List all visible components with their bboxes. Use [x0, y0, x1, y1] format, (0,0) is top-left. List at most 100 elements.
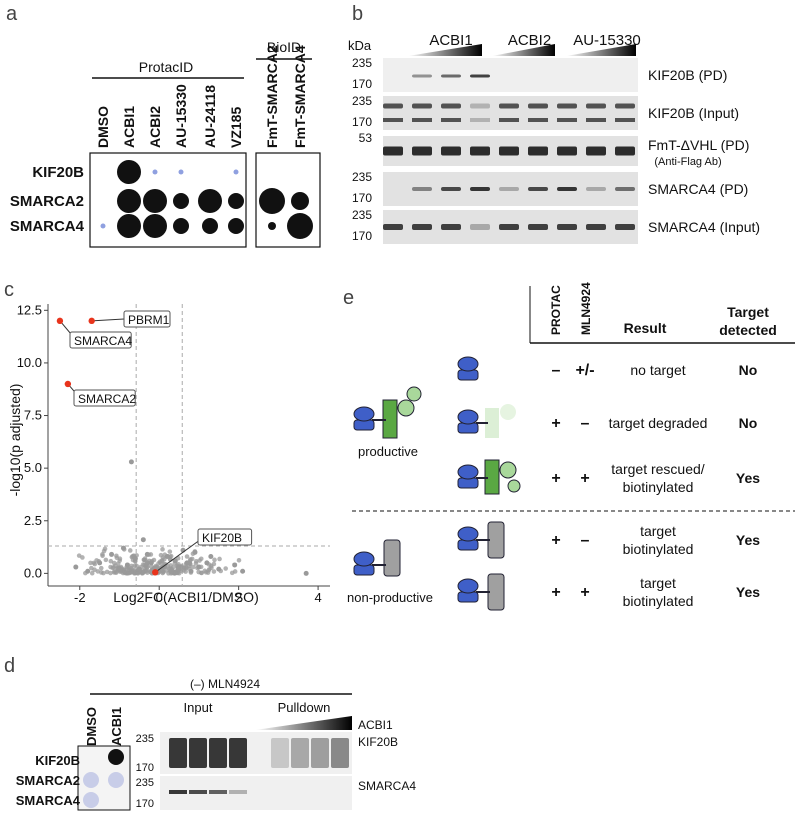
- header-target: Target: [727, 304, 769, 320]
- result-text: biotinylated: [623, 593, 694, 609]
- protac-column-labels: DMSO ACBI1 ACBI2 AU-15330 AU-24118 VZ185: [95, 84, 244, 148]
- kda-marker: 235: [352, 170, 372, 184]
- kda-marker: 170: [352, 77, 372, 91]
- data-point: [240, 568, 246, 574]
- label-box: [73, 389, 136, 407]
- d-blot-membrane: [160, 776, 352, 810]
- data-point: [132, 563, 137, 569]
- band: [586, 118, 606, 122]
- band: [615, 118, 635, 122]
- band: [441, 74, 461, 78]
- productive-ligase: [353, 406, 375, 431]
- data-point: [89, 565, 94, 571]
- concentration-wedge: [408, 44, 482, 56]
- nonproductive-label: non-productive: [347, 590, 433, 605]
- data-point: [189, 556, 195, 562]
- dot-smarca2-acbi2: [143, 189, 167, 213]
- data-point: [236, 557, 242, 563]
- band: [209, 790, 227, 794]
- x-tick-label: 0: [156, 590, 163, 605]
- dot-blot: DMSO ACBI1 KIF20B SMARCA2 SMARCA4: [16, 707, 131, 811]
- western-blots: 235 170 KIF20B (PD) 235 170 KIF20B (Input) 53 F…: [352, 56, 760, 244]
- highlight-point: [56, 317, 64, 325]
- data-point: [202, 568, 208, 574]
- kda-marker: 170: [352, 191, 372, 205]
- blot-3: 235 170 SMARCA4 (PD): [352, 170, 748, 206]
- data-point: [102, 546, 108, 552]
- header-protac: PROTAC: [549, 285, 563, 335]
- data-point: [120, 570, 126, 576]
- band: [441, 118, 461, 122]
- data-point: [192, 549, 198, 555]
- ligase-top: [457, 526, 479, 542]
- group-label-acbi1: ACBI1: [429, 32, 472, 49]
- band: [169, 790, 187, 794]
- data-point: [136, 566, 142, 572]
- ligase-biotinylated: [457, 578, 479, 603]
- y-tick-label: 2.5: [24, 513, 42, 528]
- data-point: [160, 547, 165, 552]
- data-point: [174, 563, 180, 568]
- dot-smarca2-au-24118: [198, 189, 222, 213]
- data-point: [80, 555, 85, 560]
- band: [557, 146, 577, 156]
- data-point: [140, 537, 146, 543]
- protacid-label: ProtacID: [139, 59, 193, 75]
- band: [189, 738, 207, 768]
- column-label-au-15330: AU-15330: [173, 84, 189, 148]
- target-detected: No: [739, 415, 758, 431]
- point-label-pbrm1: PBRM1: [128, 313, 170, 327]
- column-label-acbi1: ACBI1: [121, 106, 137, 148]
- data-point: [188, 568, 194, 574]
- rescued-lobe: [499, 461, 517, 479]
- dot-column-label: ACBI1: [109, 707, 124, 746]
- band: [470, 224, 490, 230]
- input-label: Input: [184, 700, 213, 715]
- data-point: [190, 564, 196, 570]
- dot-smarca4-dmso: [100, 223, 106, 229]
- productive-lobe: [406, 386, 422, 402]
- band: [331, 738, 349, 768]
- row-labels: KIF20B SMARCA2 SMARCA4: [10, 164, 85, 235]
- y-tick-label: 5.0: [24, 460, 42, 475]
- highlight-point: [152, 569, 159, 576]
- blot-label: SMARCA4 (PD): [648, 181, 748, 197]
- data-point: [173, 570, 178, 576]
- data-point: [132, 556, 138, 562]
- band: [586, 146, 606, 156]
- band: [557, 224, 577, 230]
- band: [528, 103, 548, 109]
- point-label-smarca2: SMARCA2: [78, 392, 136, 406]
- productive-lobe: [397, 399, 415, 417]
- dot-signal: [83, 792, 99, 808]
- band: [615, 103, 635, 109]
- dot-signal: [108, 772, 124, 788]
- data-point: [216, 566, 222, 572]
- band: [412, 146, 432, 156]
- y-tick-label: 10.0: [17, 355, 42, 370]
- panel-letter-e: e: [343, 287, 354, 309]
- band: [189, 790, 207, 794]
- nonproductive-ligase: [353, 551, 375, 576]
- data-point: [111, 560, 117, 566]
- data-point: [89, 570, 95, 576]
- band: [586, 187, 606, 191]
- blot-4: 235 170 SMARCA4 (Input): [352, 208, 760, 244]
- band: [528, 118, 548, 122]
- dot-smarca4-au-24118: [202, 218, 218, 234]
- blot-label: SMARCA4 (Input): [648, 219, 760, 235]
- x-tick-label: 4: [314, 590, 321, 605]
- data-point: [129, 569, 134, 575]
- protac-dot-box: [89, 152, 247, 248]
- panel-letter-d: d: [4, 655, 15, 677]
- band: [383, 118, 403, 122]
- d-blot-label: SMARCA4: [358, 779, 416, 793]
- column-label-au-24118: AU-24118: [202, 85, 218, 148]
- concentration-wedge: [566, 44, 636, 56]
- band: [383, 224, 403, 230]
- result-text: biotinylated: [623, 541, 694, 557]
- d-western-blots: Input Pulldown ACBI1 235 170 KIF20B 235 170 SMAR…: [136, 700, 416, 810]
- band: [441, 224, 461, 230]
- band: [557, 103, 577, 109]
- mln-state: +/-: [575, 362, 594, 379]
